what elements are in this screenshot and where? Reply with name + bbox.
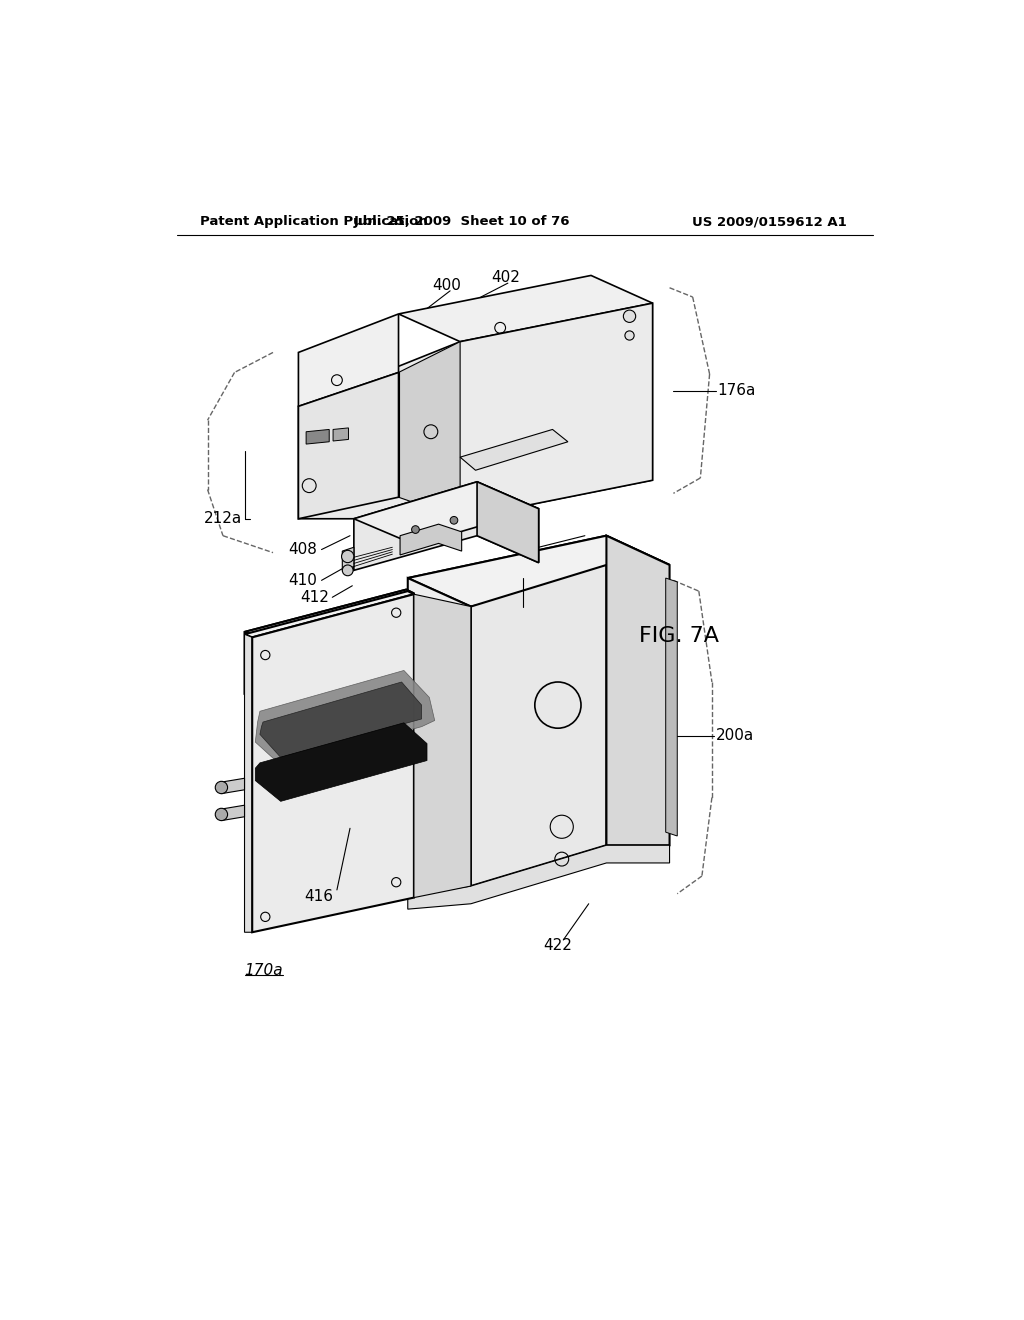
Polygon shape [408, 578, 471, 896]
Polygon shape [606, 536, 670, 845]
Text: 422: 422 [544, 937, 572, 953]
Circle shape [412, 525, 419, 533]
Polygon shape [245, 590, 414, 635]
Polygon shape [408, 845, 670, 909]
Circle shape [451, 516, 458, 524]
Polygon shape [306, 429, 330, 444]
Polygon shape [354, 482, 539, 545]
Polygon shape [245, 635, 252, 932]
Text: 176a: 176a [717, 383, 756, 399]
Polygon shape [252, 594, 414, 932]
Polygon shape [221, 805, 245, 821]
Text: 416: 416 [305, 888, 334, 904]
Circle shape [625, 331, 634, 341]
Polygon shape [298, 314, 398, 407]
Circle shape [342, 550, 354, 562]
Text: 170a: 170a [245, 964, 284, 978]
Text: 412: 412 [300, 590, 330, 605]
Polygon shape [354, 482, 539, 570]
Text: 402: 402 [492, 271, 520, 285]
Polygon shape [221, 779, 245, 793]
Text: US 2009/0159612 A1: US 2009/0159612 A1 [692, 215, 847, 228]
Polygon shape [255, 671, 435, 766]
Text: 408: 408 [288, 543, 316, 557]
Text: 200a: 200a [716, 729, 754, 743]
Polygon shape [460, 304, 652, 519]
Polygon shape [408, 536, 670, 578]
Polygon shape [245, 591, 414, 638]
Polygon shape [342, 548, 354, 570]
Polygon shape [333, 428, 348, 441]
Polygon shape [666, 578, 677, 836]
Polygon shape [460, 429, 568, 470]
Polygon shape [398, 276, 652, 342]
Circle shape [342, 565, 353, 576]
Text: Jun. 25, 2009  Sheet 10 of 76: Jun. 25, 2009 Sheet 10 of 76 [353, 215, 570, 228]
Polygon shape [414, 594, 471, 898]
Polygon shape [298, 304, 652, 519]
Polygon shape [298, 372, 398, 519]
Polygon shape [245, 590, 414, 693]
Text: 410: 410 [288, 573, 316, 587]
Text: 212a: 212a [204, 511, 243, 527]
Polygon shape [400, 524, 462, 554]
Circle shape [215, 808, 227, 821]
Circle shape [215, 781, 227, 793]
Polygon shape [408, 536, 670, 607]
Polygon shape [477, 482, 539, 562]
Polygon shape [471, 565, 606, 886]
Circle shape [624, 310, 636, 322]
Text: 400: 400 [432, 279, 461, 293]
Polygon shape [398, 342, 460, 519]
Polygon shape [260, 682, 422, 758]
Text: FIG. 7A: FIG. 7A [639, 626, 719, 645]
Polygon shape [255, 723, 427, 801]
Text: Patent Application Publication: Patent Application Publication [200, 215, 428, 228]
